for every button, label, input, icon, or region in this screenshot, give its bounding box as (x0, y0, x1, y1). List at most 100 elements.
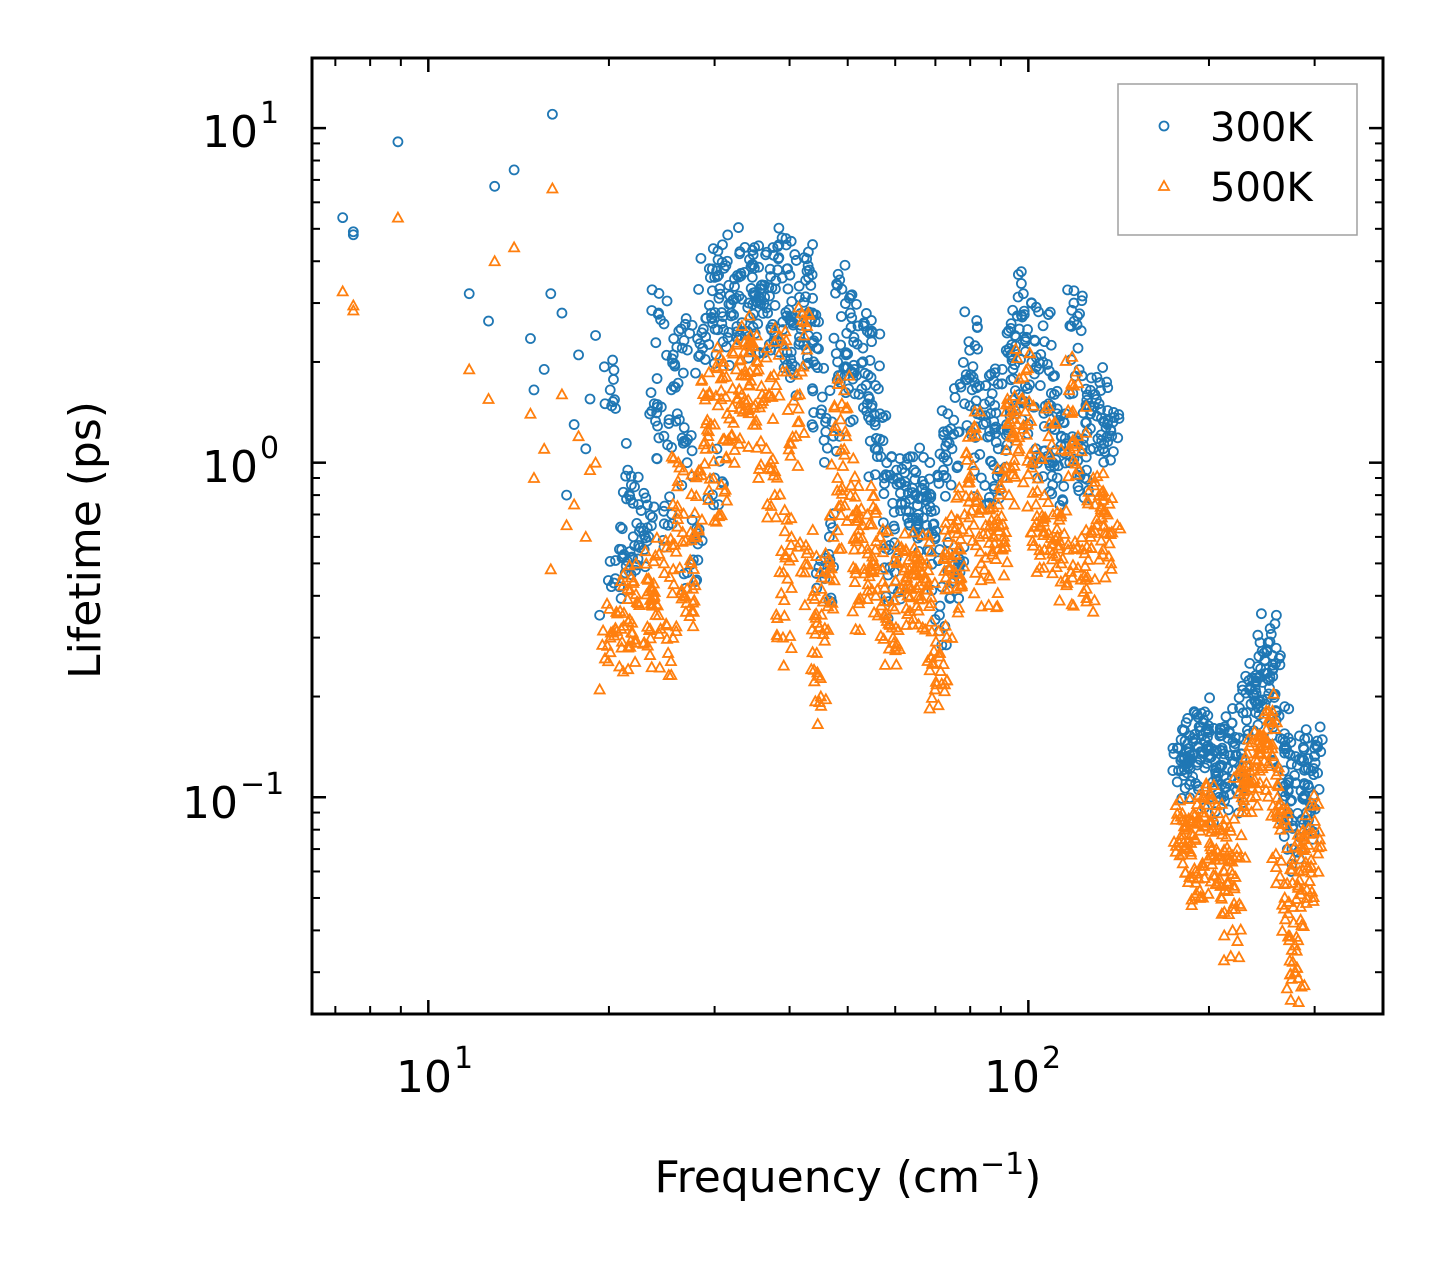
data-point-cluster (955, 522, 969, 535)
data-point-cluster (807, 337, 819, 349)
data-point-cluster (694, 374, 709, 386)
data-point-cluster (828, 332, 840, 344)
data-point-cluster (645, 583, 659, 595)
data-point-cluster (638, 544, 652, 557)
data-point-cluster (1046, 470, 1058, 482)
data-point-cluster (1211, 806, 1225, 819)
data-point (1051, 472, 1063, 484)
data-point-cluster (1232, 897, 1246, 909)
data-point-cluster (602, 575, 614, 586)
data-point (995, 542, 1009, 555)
data-point-cluster (864, 355, 876, 366)
data-point-cluster (738, 392, 752, 405)
data-point-cluster (651, 453, 663, 465)
data-point-cluster (617, 606, 631, 618)
data-point-cluster (1102, 549, 1116, 562)
data-point-cluster (679, 589, 693, 602)
data-point-cluster (1201, 851, 1215, 864)
data-point-cluster (997, 529, 1011, 542)
data-point-cluster (1204, 787, 1218, 800)
data-point-cluster (943, 560, 957, 572)
data-point-cluster (768, 320, 782, 333)
data-point-cluster (1224, 750, 1235, 762)
data-point-cluster (778, 324, 792, 337)
data-point-cluster (1286, 852, 1300, 864)
data-point-cluster (1261, 789, 1275, 802)
data-point-cluster (906, 487, 918, 498)
data-point-cluster (645, 660, 659, 673)
data-point-cluster (1311, 846, 1325, 859)
data-point-cluster (1019, 334, 1031, 345)
data-point-cluster (1007, 497, 1021, 510)
data-point-cluster (1045, 437, 1059, 450)
data-point-cluster (1234, 702, 1245, 714)
data-point-cluster (997, 568, 1011, 581)
data-point-cluster (974, 449, 986, 460)
data-point (759, 441, 773, 454)
data-point-cluster (787, 393, 801, 406)
data-point-cluster (1058, 480, 1070, 492)
data-point-cluster (711, 443, 723, 455)
data-point-cluster (1065, 376, 1079, 389)
data-point-cluster (1033, 543, 1047, 556)
data-point-cluster (646, 284, 658, 296)
data-point-cluster (728, 443, 742, 455)
data-point (661, 646, 675, 658)
data-point-cluster (1203, 836, 1217, 848)
data-point-cluster (938, 470, 950, 481)
data-point-cluster (933, 645, 947, 658)
data-point-cluster (772, 253, 784, 265)
data-point-cluster (823, 508, 837, 520)
data-point-cluster (992, 378, 1004, 390)
data-point-cluster (982, 431, 994, 443)
data-point-cluster (653, 432, 665, 444)
data-point-cluster (1240, 746, 1254, 759)
data-point (807, 292, 819, 304)
data-point-cluster (837, 447, 852, 460)
data-point (507, 240, 521, 253)
data-point-cluster (880, 410, 892, 422)
data-point (860, 507, 874, 520)
data-point-cluster (1283, 862, 1297, 875)
data-point-cluster (1271, 779, 1285, 792)
data-point (658, 430, 670, 442)
data-point-cluster (665, 586, 679, 599)
data-point-cluster (1052, 460, 1064, 472)
data-point-cluster (1052, 541, 1066, 554)
y-tick-label: 10 (202, 107, 258, 158)
data-point-cluster (1008, 469, 1022, 482)
data-point-cluster (680, 313, 692, 324)
data-point-cluster (808, 592, 822, 604)
data-point-cluster (887, 593, 901, 606)
data-point-cluster (714, 392, 728, 405)
data-point-cluster (613, 604, 627, 617)
data-point-cluster (997, 461, 1011, 474)
data-point-cluster (1102, 436, 1114, 448)
data-point-cluster (917, 512, 929, 524)
data-point-cluster (1041, 495, 1055, 507)
data-point-cluster (687, 562, 701, 574)
data-point-cluster (777, 608, 791, 621)
data-point-cluster (870, 582, 884, 595)
data-point-cluster (1069, 456, 1083, 469)
data-point-cluster (959, 306, 971, 318)
data-point-cluster (813, 316, 824, 328)
data-point-cluster (1279, 740, 1291, 752)
data-point-cluster (747, 249, 759, 261)
data-point-cluster (809, 549, 823, 561)
data-point-cluster (864, 559, 878, 572)
data-point-cluster (798, 565, 812, 578)
data-point-cluster (1026, 486, 1040, 498)
data-point-cluster (1038, 510, 1052, 523)
data-point-cluster (791, 415, 805, 428)
data-point-cluster (1301, 821, 1315, 834)
data-point-cluster (811, 668, 825, 681)
data-point-cluster (641, 499, 653, 511)
data-point-cluster (652, 420, 663, 432)
data-point-cluster (770, 470, 784, 483)
data-point-cluster (711, 271, 723, 282)
data-point (826, 530, 840, 542)
data-point-cluster (820, 426, 832, 438)
data-point-cluster (819, 546, 833, 559)
data-point-cluster (1283, 929, 1297, 941)
